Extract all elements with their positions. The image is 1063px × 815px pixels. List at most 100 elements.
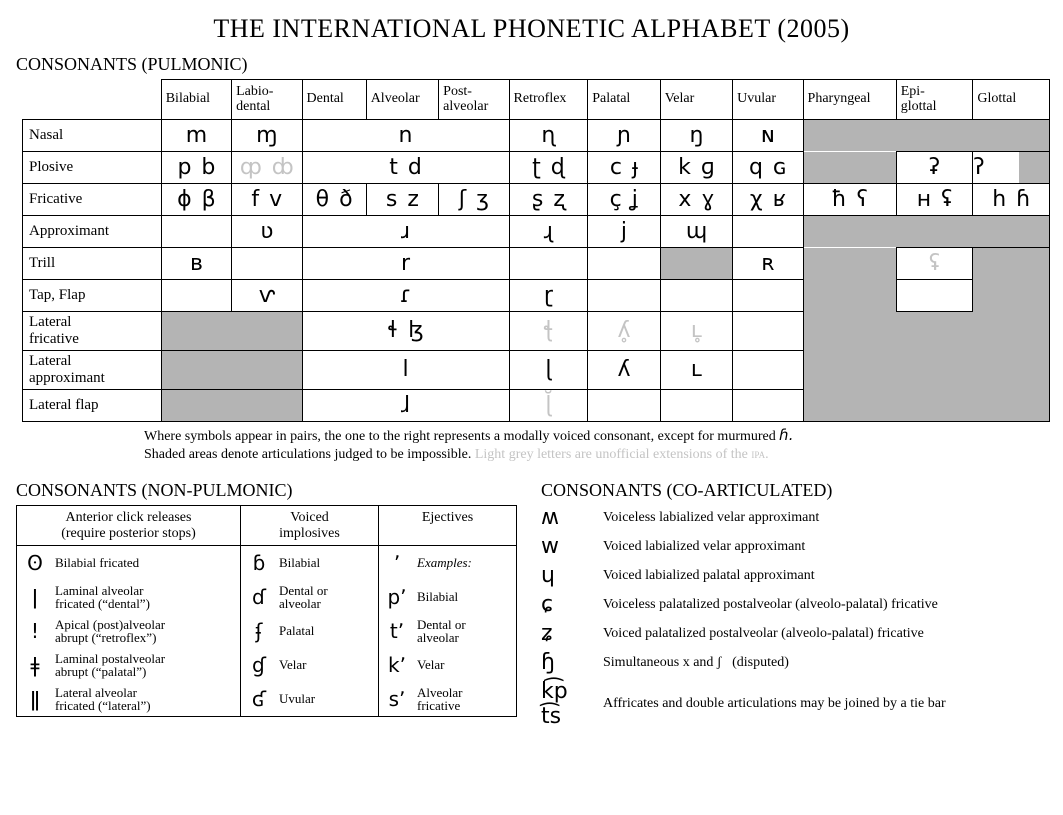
ipa-symbol: kʼ [385,653,409,677]
pulmonic-table: BilabialLabio-dentalDentalAlveolarPost-a… [22,79,1050,422]
pulmonic-cell: θð [302,184,366,216]
place-header: Dental [302,80,366,120]
pulmonic-cell: ʔ [973,152,1050,184]
ipa-symbol: b [201,157,215,179]
place-header: Retroflex [509,80,588,120]
ipa-symbol: t [389,157,398,179]
pulmonic-cell: ɾ [302,280,509,312]
pulmonic-cell [973,248,1050,280]
pulmonic-cell [161,390,302,422]
pulmonic-cell: ʟ [660,351,732,390]
nonpulm-desc: Alveolarfricative [417,686,510,713]
coarticulated-desc: Voiced labialized velar approximant [603,539,805,555]
pulmonic-cell: ʡ [896,152,973,184]
pulmonic-cell: ɲ [588,120,660,152]
pulmonic-cell [733,351,803,390]
ipa-symbol: ð [339,189,352,211]
ipa-symbol: n [399,125,413,147]
ipa-symbol: ɦ [1016,189,1030,211]
pulmonic-cell [733,390,803,422]
pulmonic-cell: hɦ [973,184,1050,216]
ipa-symbol: q [749,157,763,179]
nonpulm-desc: Bilabial fricated [55,556,234,570]
coarticulated-row: ɕ Voiceless palatalized postalveolar (al… [541,592,1047,617]
pulmonic-cell [161,280,231,312]
ipa-symbol: ʃ [459,189,466,211]
ipa-symbol: tʼ [385,619,409,643]
ipa-symbol: ʍ [541,505,585,530]
ipa-symbol: ʘ [23,551,47,575]
nonpulm-desc: Uvular [279,692,372,706]
pulmonic-cell: ɸβ [161,184,231,216]
ipa-symbol: ʈ [532,157,541,179]
pulmonic-cell: ɰ [660,216,732,248]
nonpulm-row: ɠ Velar [241,648,378,682]
coarticulated-row: ʑ Voiced palatalized postalveolar (alveo… [541,621,1047,646]
nonpulm-row: ǁ Lateral alveolarfricated (“lateral”) [17,682,240,716]
ipa-symbol: ʟ̥ [691,320,702,342]
pulmonic-cell: ɺ [302,390,509,422]
pulmonic-cell: ɻ [509,216,588,248]
pulmonic-cell: ʎ [588,351,660,390]
coarticulated-list: ʍ Voiceless labialized velar approximant… [541,505,1047,729]
pulmonic-cell: ʎ̥ [588,312,660,351]
ipa-symbol: l [402,359,408,381]
manner-header: Fricative [23,184,162,216]
nonpulm-row: tʼ Dental oralveolar [379,614,516,648]
nonpulm-header: Ejectives [379,506,517,546]
page-title: THE INTERNATIONAL PHONETIC ALPHABET (200… [16,14,1047,44]
place-header: Glottal [973,80,1050,120]
manner-header: Nasal [23,120,162,152]
ipa-symbol: ɲ [617,125,631,147]
ipa-symbol: ɹ [401,221,410,243]
ipa-symbol: ʑ [541,621,585,646]
pulmonic-cell [588,390,660,422]
ipa-symbol: z [407,189,419,211]
ipa-symbol: ǂ [23,653,47,677]
pulmonic-caption: Where symbols appear in pairs, the one t… [144,428,1047,464]
coarticulated-label: CONSONANTS (CO-ARTICULATED) [541,480,1047,501]
ipa-symbol: ŋ [689,125,703,147]
pulmonic-cell: ʀ [733,248,803,280]
pulmonic-cell: td [302,152,509,184]
pulmonic-cell: ʢ [896,248,973,280]
nonpulm-row: sʼ Alveolarfricative [379,682,516,716]
ipa-symbol: ʎ̥ [617,320,630,342]
ipa-symbol: ʁ [773,189,786,211]
place-header: Labio-dental [232,80,302,120]
pulmonic-cell: m [161,120,231,152]
pulmonic-cell: ɭ̆ [509,390,588,422]
pulmonic-cell: ɽ [509,280,588,312]
pulmonic-cell: ɱ [232,120,302,152]
ipa-symbol: ɰ [686,221,707,243]
coarticulated-row: k͡p t͡s Affricates and double articulati… [541,679,1047,729]
nonpulm-row: ʄ Palatal [241,614,378,648]
ipa-symbol: ɟ [632,157,638,179]
nonpulm-header: Anterior click releases(require posterio… [17,506,241,546]
pulmonic-cell: ʋ [232,216,302,248]
pulmonic-cell: ɬɮ [302,312,509,351]
place-header: Velar [660,80,732,120]
nonpulmonic-label: CONSONANTS (NON-PULMONIC) [16,480,517,501]
pulmonic-cell [733,280,803,312]
pulmonic-cell: n [302,120,509,152]
pulmonic-cell [803,248,896,280]
nonpulm-desc: Examples: [417,556,510,570]
nonpulm-desc: Lateral alveolarfricated (“lateral”) [55,686,234,713]
pulmonic-cell [803,280,896,312]
nonpulm-row: ǂ Laminal postalveolarabrupt (“palatal”) [17,648,240,682]
pulmonic-cell [161,216,231,248]
manner-header: Tap, Flap [23,280,162,312]
coarticulated-row: ɥ Voiced labialized palatal approximant [541,563,1047,588]
ipa-symbol: f [251,189,259,211]
nonpulm-row: ǀ Laminal alveolarfricated (“dental”) [17,580,240,614]
coarticulated-desc: Voiced labialized palatal approximant [603,568,815,584]
pulmonic-cell [660,248,732,280]
pulmonic-cell: ʂʐ [509,184,588,216]
ipa-symbol: ɭ̆ [545,395,551,417]
pulmonic-cell: ʃʒ [439,184,509,216]
ipa-symbol: ħ [831,189,846,211]
place-header: Palatal [588,80,660,120]
pulmonic-cell [803,312,1049,351]
pulmonic-label: CONSONANTS (PULMONIC) [16,54,1047,75]
